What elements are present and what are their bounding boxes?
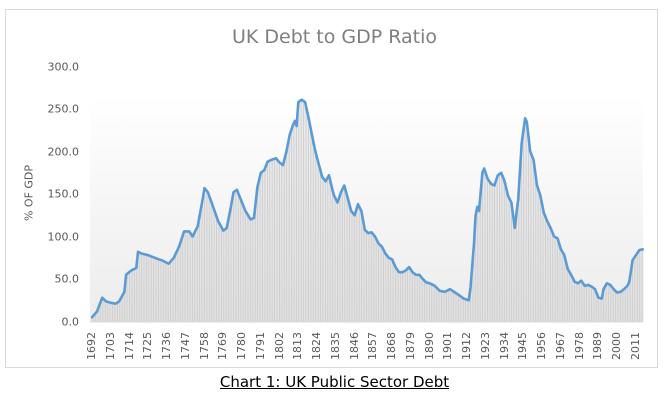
y-tick-label: 200.0 bbox=[47, 145, 80, 158]
chart-title: UK Debt to GDP Ratio bbox=[231, 26, 438, 48]
y-tick-label: 250.0 bbox=[47, 102, 80, 116]
y-tick-label: 300.0 bbox=[47, 60, 80, 73]
y-tick-label: 100.0 bbox=[47, 230, 80, 243]
y-tick-label: 150.0 bbox=[47, 187, 80, 201]
y-tick-label: 0.0 bbox=[61, 315, 80, 328]
debt-series-line bbox=[90, 98, 645, 319]
chart-caption: Chart 1: UK Public Sector Debt bbox=[219, 373, 450, 391]
annual-bars bbox=[91, 99, 644, 322]
y-tick-label: 50.0 bbox=[54, 272, 80, 286]
